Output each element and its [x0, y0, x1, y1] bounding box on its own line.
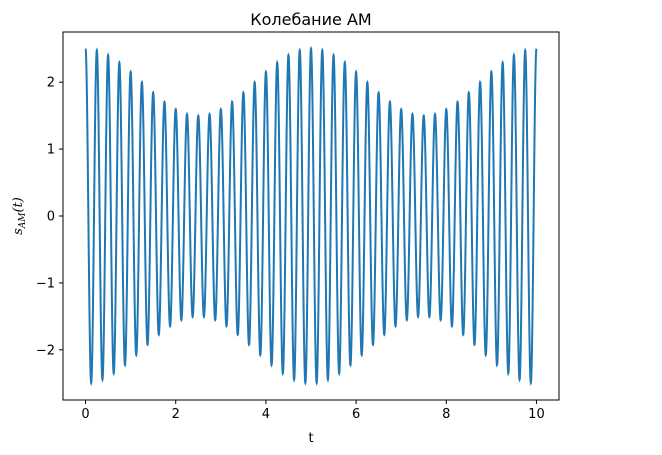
x-tick-label: 8	[442, 407, 450, 422]
y-axis: −2 −1 0 1 2	[36, 76, 63, 358]
y-tick-label: 2	[47, 76, 55, 91]
y-tick-label: 0	[47, 210, 55, 225]
y-axis-label-subscript: AM	[18, 212, 28, 229]
x-tick-label: 2	[172, 407, 180, 422]
x-tick-label: 10	[528, 407, 545, 422]
chart-title: Колебание АМ	[250, 10, 371, 29]
y-axis-label-suffix: (t)	[11, 197, 26, 212]
x-tick-label: 4	[262, 407, 270, 422]
y-axis-label: sAM(t)	[11, 197, 28, 235]
x-axis: 0 2 4 6 8 10	[81, 400, 545, 422]
y-axis-label-base: s	[11, 228, 26, 235]
x-tick-label: 0	[81, 407, 89, 422]
signal-line	[84, 45, 538, 386]
x-axis-label: t	[308, 431, 313, 446]
y-tick-label: 1	[47, 143, 55, 158]
y-tick-label: −1	[36, 276, 55, 291]
x-tick-label: 6	[352, 407, 360, 422]
y-tick-label: −2	[36, 343, 55, 358]
